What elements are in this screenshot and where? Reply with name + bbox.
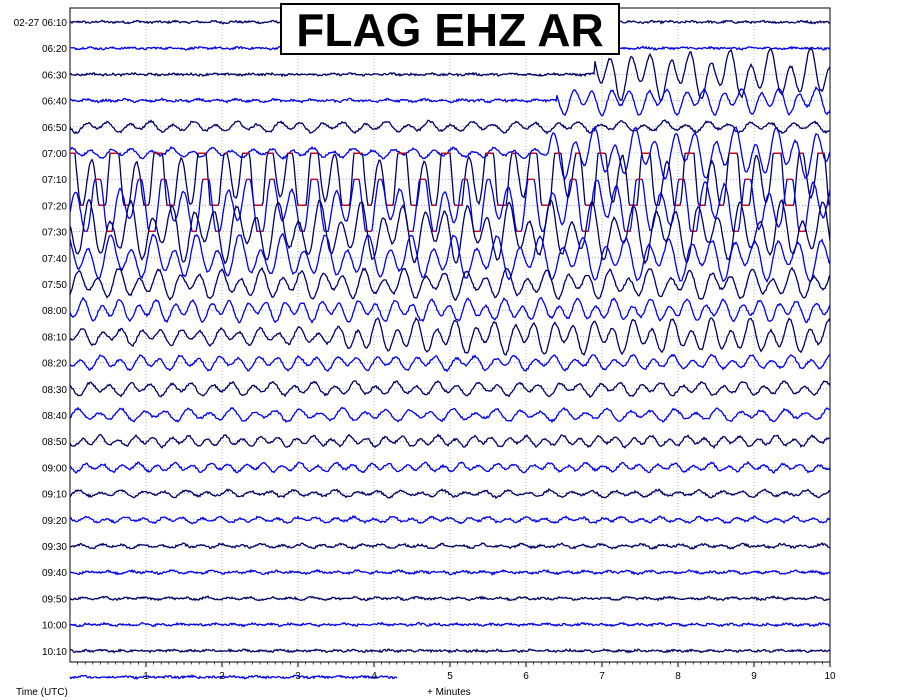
row-time-label: 07:20	[42, 201, 67, 212]
row-time-label: 06:40	[42, 97, 67, 108]
x-axis-label: + Minutes	[427, 687, 471, 698]
seismic-trace	[69, 178, 831, 233]
chart-title: FLAG EHZ AR	[296, 4, 604, 56]
row-time-label: 08:10	[42, 332, 67, 343]
x-tick-label: 9	[751, 671, 757, 682]
row-time-label: 02-27 06:10	[14, 18, 68, 29]
row-time-label: 08:50	[42, 437, 67, 448]
row-time-label: 10:00	[42, 621, 67, 632]
x-axis-left-label: Time (UTC)	[16, 687, 68, 698]
row-time-label: 06:30	[42, 70, 67, 81]
x-tick-label: 7	[599, 671, 605, 682]
seismic-trace	[69, 595, 830, 602]
seismic-trace	[69, 119, 831, 135]
row-time-label: 10:10	[42, 647, 67, 658]
x-tick-label: 1	[143, 671, 149, 682]
row-time-label: 07:50	[42, 280, 67, 291]
seismic-trace	[69, 125, 831, 181]
seismic-trace	[69, 674, 398, 680]
row-time-label: 07:40	[42, 254, 67, 265]
seismic-trace	[69, 353, 831, 373]
x-tick-label: 6	[523, 671, 529, 682]
row-time-label: 06:50	[42, 123, 67, 134]
seismic-trace	[69, 488, 831, 500]
x-tick-label: 10	[824, 671, 836, 682]
seismic-trace	[69, 514, 831, 525]
seismic-trace	[69, 198, 831, 266]
seismogram-traces	[69, 19, 831, 680]
seismic-trace	[69, 621, 831, 628]
row-time-label: 08:00	[42, 306, 67, 317]
seismic-trace	[69, 460, 831, 474]
row-time-label: 09:20	[42, 516, 67, 527]
seismic-trace	[69, 232, 831, 283]
row-time-label: 07:00	[42, 149, 67, 160]
x-tick-label: 5	[447, 671, 453, 682]
seismic-trace	[69, 647, 831, 654]
row-time-label: 08:40	[42, 411, 67, 422]
seismic-trace	[69, 266, 831, 302]
row-time-label: 09:00	[42, 463, 67, 474]
seismic-trace	[69, 568, 831, 577]
seismic-trace	[69, 433, 830, 450]
row-time-label: 08:30	[42, 385, 67, 396]
row-time-label: 09:10	[42, 490, 67, 501]
row-time-label: 07:10	[42, 175, 67, 186]
row-time-label: 08:20	[42, 359, 67, 370]
x-tick-label: 2	[219, 671, 225, 682]
seismic-trace	[69, 316, 831, 356]
x-axis-ticks: 1 2 3 4 5 6 7 8 9 10	[77, 662, 836, 682]
title-box	[280, 3, 620, 55]
row-time-label: 06:20	[42, 44, 67, 55]
row-time-label: 09:50	[42, 594, 67, 605]
row-time-labels: 02-27 06:10 06:20 06:30 06:40 06:50 07:00 07:1…	[14, 18, 68, 658]
seismic-trace	[69, 542, 831, 550]
seismic-trace	[69, 85, 831, 117]
row-time-label: 09:30	[42, 542, 67, 553]
row-time-label: 07:30	[42, 228, 67, 239]
x-tick-label: 3	[295, 671, 301, 682]
seismic-trace	[69, 406, 831, 424]
seismic-trace	[69, 379, 831, 399]
seismic-trace	[69, 47, 831, 102]
x-tick-label: 8	[675, 671, 681, 682]
x-tick-label: 4	[371, 671, 377, 682]
seismic-trace	[69, 296, 831, 324]
row-time-label: 09:40	[42, 568, 67, 579]
